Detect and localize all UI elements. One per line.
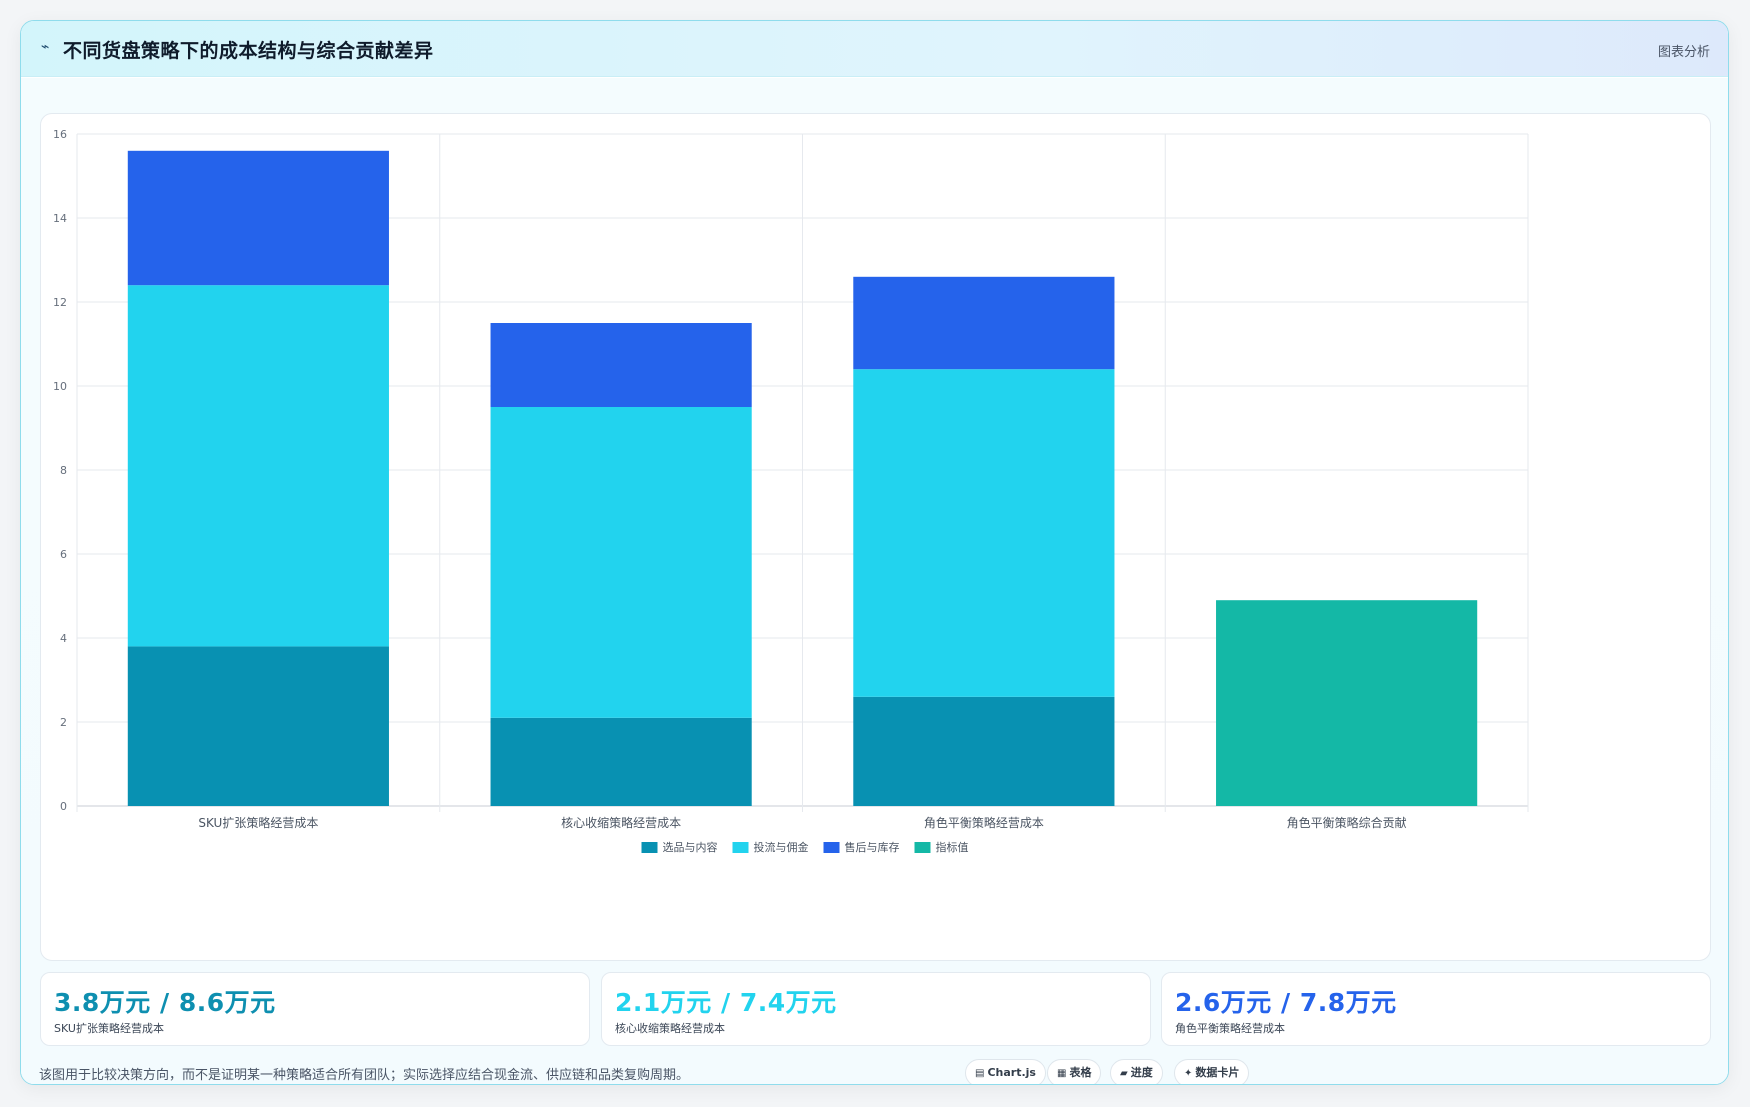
card-body: 0 2 4 6 8 10 12 14 16 SKU扩张策略经营成本 核心收缩策略经营成本 角色平衡策略… (21, 78, 1728, 1084)
bar-segment (853, 369, 1115, 697)
page-title: 不同货盘策略下的成本结构与综合贡献差异 (63, 40, 434, 62)
chart-line-icon: ⌁ (41, 39, 50, 55)
chip-label: 进度 (1130, 1066, 1153, 1079)
kpi-label: 角色平衡策略经营成本 (1175, 1022, 1285, 1035)
y-tick-label: 0 (60, 800, 67, 813)
chart-card: ⌁ 不同货盘策略下的成本结构与综合贡献差异 图表分析 0 2 4 6 8 10 12 14 16… (20, 20, 1729, 1085)
kpi-card-role-balance: 2.6万元 / 7.8万元 角色平衡策略经营成本 (1161, 972, 1711, 1046)
y-tick-label: 8 (60, 464, 67, 477)
table-icon: ▦ (1057, 1068, 1067, 1079)
kpi-value: 2.1万元 / 7.4万元 (615, 988, 837, 1017)
bar-segment (490, 407, 752, 718)
chip-label: Chart.js (987, 1066, 1036, 1079)
kpi-value: 3.8万元 / 8.6万元 (54, 988, 276, 1017)
legend-label: 指标值 (936, 840, 969, 854)
legend-label: 售后与库存 (845, 840, 900, 854)
chip-progress[interactable]: ▰ 进度 (1110, 1059, 1163, 1084)
kpi-card-core-contraction: 2.1万元 / 7.4万元 核心收缩策略经营成本 (601, 972, 1151, 1046)
chip-data-card[interactable]: ✦ 数据卡片 (1174, 1059, 1250, 1084)
x-tick-label: 角色平衡策略综合贡献 (1287, 815, 1407, 830)
footnote: 该图用于比较决策方向，而不是证明某一种策略适合所有团队；实际选择应结合现金流、供… (39, 1068, 690, 1083)
bar-segment (853, 276, 1115, 370)
y-tick-label: 12 (53, 296, 67, 309)
bar-segment (853, 696, 1115, 806)
legend-label: 选品与内容 (663, 840, 718, 854)
kpi-label: 核心收缩策略经营成本 (615, 1022, 725, 1035)
bar-segment (127, 285, 389, 647)
y-tick-label: 10 (53, 380, 67, 393)
x-tick-label: SKU扩张策略经营成本 (198, 815, 318, 830)
y-tick-label: 2 (60, 716, 67, 729)
legend-swatch (732, 842, 749, 853)
bar-segment (490, 717, 752, 806)
sparkle-icon: ✦ (1184, 1068, 1193, 1079)
legend-swatch (823, 842, 840, 853)
chip-table[interactable]: ▦ 表格 (1047, 1059, 1102, 1084)
chart-panel: 0 2 4 6 8 10 12 14 16 SKU扩张策略经营成本 核心收缩策略经营成本 角色平衡策略… (40, 113, 1711, 961)
kpi-value: 2.6万元 / 7.8万元 (1175, 988, 1397, 1017)
bar-segment (127, 646, 389, 806)
bar-segment (127, 150, 389, 286)
bar-segment (490, 323, 752, 407)
x-tick-label: 角色平衡策略经营成本 (924, 815, 1044, 830)
x-tick-label: 核心收缩策略经营成本 (561, 815, 681, 830)
kpi-label: SKU扩张策略经营成本 (54, 1022, 164, 1035)
chart-icon: ▤ (975, 1068, 985, 1079)
chart-analysis-tag: 图表分析 (1657, 45, 1710, 60)
y-tick-label: 16 (53, 128, 67, 141)
y-tick-label: 6 (60, 548, 67, 561)
stacked-bar-chart: 0 2 4 6 8 10 12 14 16 SKU扩张策略经营成本 核心收缩策略经营成本 角色平衡策略… (53, 128, 1529, 854)
legend-swatch (914, 842, 931, 853)
progress-icon: ▰ (1120, 1068, 1128, 1079)
chip-label: 数据卡片 (1195, 1066, 1240, 1079)
card-header: ⌁ 不同货盘策略下的成本结构与综合贡献差异 图表分析 (21, 21, 1728, 77)
y-tick-label: 4 (60, 632, 67, 645)
legend-label: 投流与佣金 (754, 840, 809, 854)
chip-chartjs[interactable]: ▤ Chart.js (965, 1059, 1046, 1084)
kpi-card-sku-expansion: 3.8万元 / 8.6万元 SKU扩张策略经营成本 (40, 972, 590, 1046)
y-tick-label: 14 (53, 212, 67, 225)
chip-label: 表格 (1069, 1066, 1092, 1079)
legend-swatch (641, 842, 658, 853)
bar-segment (1216, 600, 1478, 806)
